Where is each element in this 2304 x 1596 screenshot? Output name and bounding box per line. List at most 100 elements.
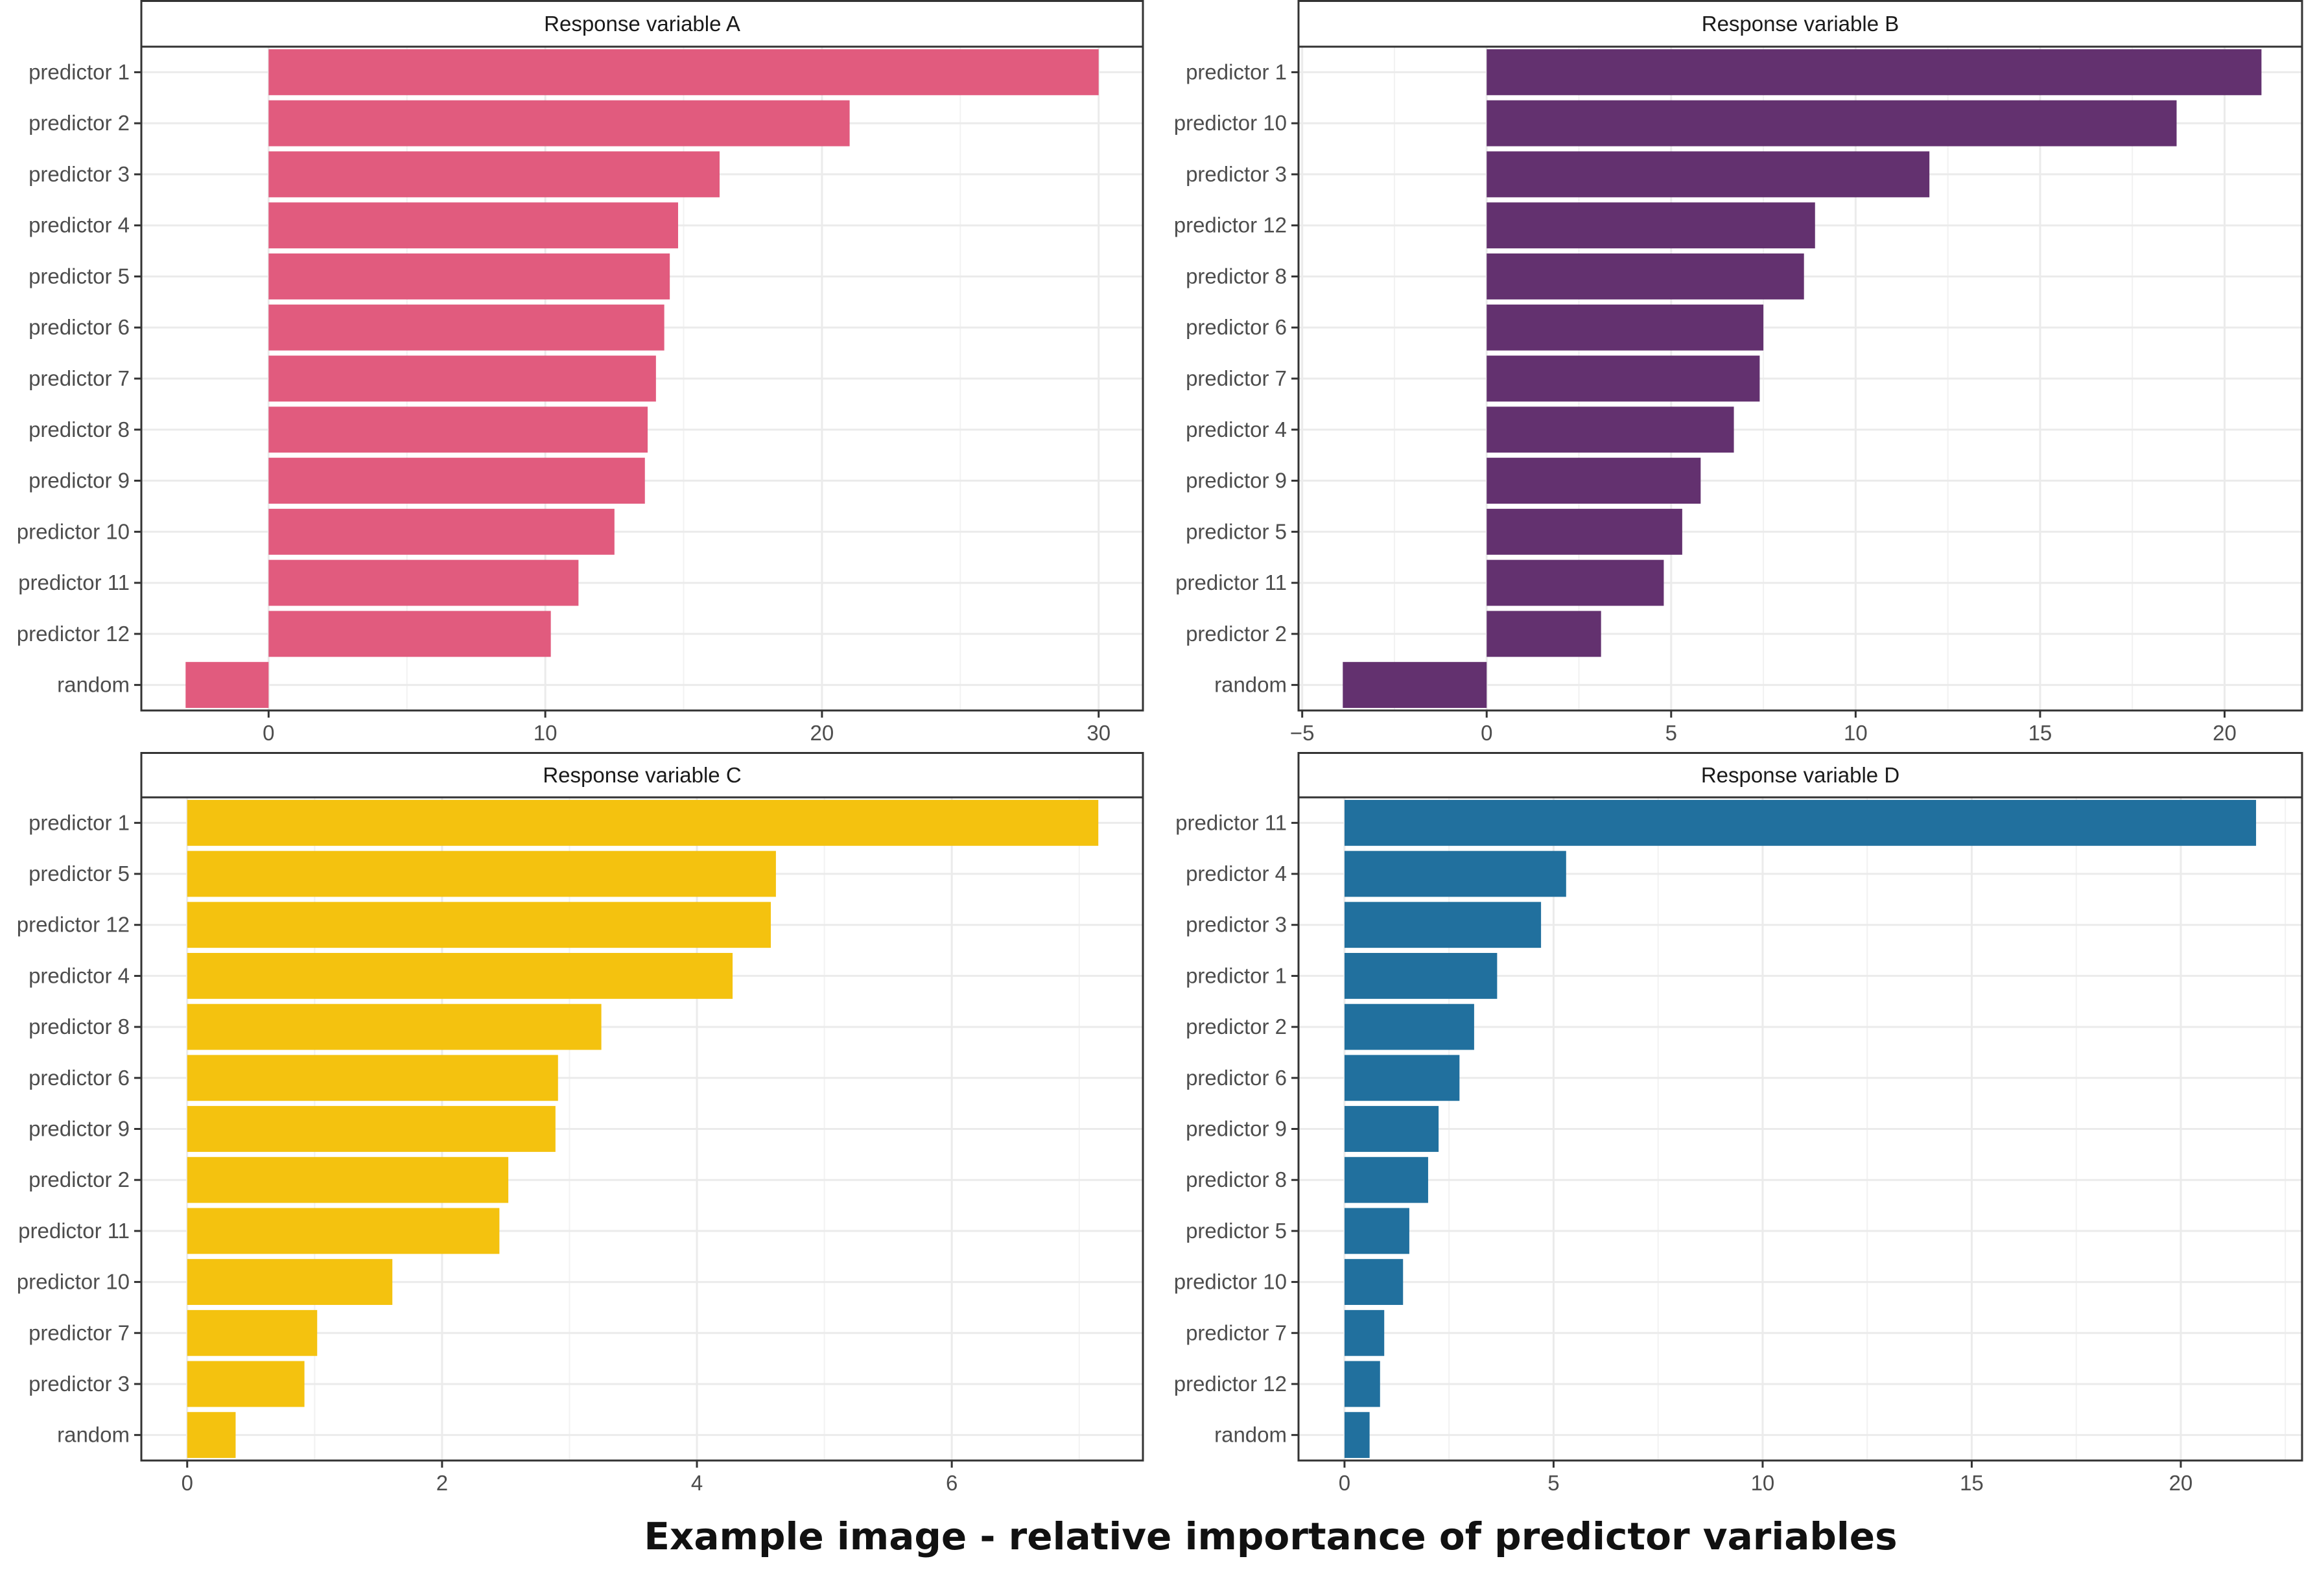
category-label: predictor 5 [29, 264, 130, 288]
category-label: predictor 2 [1186, 622, 1287, 646]
x-tick-label: 20 [2213, 721, 2237, 745]
x-tick-label: 20 [2169, 1471, 2193, 1495]
figure-caption: Example image - relative importance of p… [644, 1514, 1897, 1558]
bar [1344, 1208, 1409, 1254]
bar [268, 458, 645, 504]
bar [1344, 1106, 1439, 1152]
bar [1487, 406, 1734, 453]
bar [1344, 799, 2257, 846]
facet-title: Response variable D [1701, 763, 1899, 787]
x-tick-label: 0 [263, 721, 274, 745]
bar [1487, 559, 1664, 606]
category-label: predictor 3 [1186, 913, 1287, 937]
category-label: predictor 10 [17, 519, 130, 543]
category-label: predictor 12 [17, 913, 130, 937]
bar [268, 253, 670, 299]
facet-panel: Response variable A predictor 1 predictor … [17, 0, 1144, 745]
bar [187, 1259, 393, 1305]
category-label: predictor 4 [1186, 417, 1287, 441]
bar [1487, 458, 1701, 504]
bar [1344, 1412, 1370, 1459]
category-label: predictor 11 [18, 1219, 130, 1243]
category-label: predictor 6 [1186, 315, 1287, 339]
category-label: predictor 11 [1175, 570, 1287, 594]
facet-title: Response variable A [544, 12, 740, 36]
x-tick-label: 2 [436, 1471, 448, 1495]
bar [1344, 1259, 1404, 1305]
category-label: predictor 4 [1186, 862, 1287, 886]
bar [1487, 611, 1601, 657]
category-label: predictor 1 [1186, 963, 1287, 987]
facet-strip [1297, 752, 2303, 799]
category-label: predictor 7 [1186, 366, 1287, 390]
bar [187, 1208, 500, 1254]
bar [1344, 851, 1566, 897]
facet-panel: Response variable B predictor 1 predictor … [1174, 0, 2303, 745]
x-tick-label: 0 [1481, 721, 1492, 745]
category-label: predictor 12 [17, 622, 130, 646]
bar [187, 1361, 305, 1407]
bar [1344, 1003, 1474, 1050]
bar [187, 1309, 318, 1356]
category-label: random [1214, 1423, 1287, 1447]
bar [268, 559, 579, 606]
x-tick-label: 6 [946, 1471, 958, 1495]
facet-panel: Response variable C predictor 1 predictor … [17, 752, 1144, 1495]
bar [268, 151, 720, 198]
category-label: predictor 9 [29, 1117, 130, 1141]
x-tick-label: 30 [1087, 721, 1111, 745]
bar [1487, 100, 2177, 147]
x-tick-label: 4 [691, 1471, 703, 1495]
category-label: predictor 6 [29, 315, 130, 339]
bar [1487, 355, 1760, 402]
category-label: predictor 11 [1175, 810, 1287, 834]
category-label: predictor 1 [1186, 60, 1287, 84]
bar [268, 611, 551, 657]
category-label: predictor 9 [29, 469, 130, 493]
category-label: predictor 7 [29, 366, 130, 390]
category-label: predictor 10 [1174, 1270, 1287, 1294]
category-label: predictor 2 [29, 1168, 130, 1191]
category-label: predictor 1 [29, 810, 130, 834]
category-label: predictor 1 [29, 60, 130, 84]
bar [1487, 202, 1815, 249]
x-tick-label: 5 [1547, 1471, 1559, 1495]
bar [1344, 1055, 1460, 1101]
category-label: predictor 7 [1186, 1320, 1287, 1344]
category-label: predictor 12 [1174, 1372, 1287, 1396]
category-label: random [57, 673, 130, 697]
category-label: random [1214, 673, 1287, 697]
bar [268, 49, 1099, 95]
bar [187, 902, 771, 948]
bar [187, 1412, 236, 1459]
category-label: predictor 5 [29, 862, 130, 886]
category-label: predictor 3 [29, 162, 130, 186]
bar [1344, 902, 1542, 948]
category-label: predictor 11 [18, 570, 130, 594]
category-label: predictor 8 [29, 1015, 130, 1039]
bar [268, 202, 678, 249]
x-tick-label: 5 [1665, 721, 1677, 745]
bar [187, 953, 733, 999]
x-tick-label: 10 [534, 721, 558, 745]
x-tick-label: 10 [1844, 721, 1868, 745]
bar [1487, 508, 1682, 555]
bar [1344, 953, 1498, 999]
bar [187, 1003, 602, 1050]
category-label: predictor 3 [29, 1372, 130, 1396]
category-label: predictor 8 [1186, 1168, 1287, 1191]
facet-strip [1297, 0, 2303, 48]
facet-panels: Response variable A predictor 1 predictor … [17, 0, 2303, 1495]
category-label: predictor 2 [29, 111, 130, 135]
bar [1343, 662, 1487, 709]
category-label: predictor 4 [29, 213, 130, 237]
category-label: predictor 3 [1186, 162, 1287, 186]
category-label: predictor 2 [1186, 1015, 1287, 1039]
category-label: predictor 4 [29, 963, 130, 987]
bar [268, 406, 648, 453]
category-label: predictor 6 [29, 1066, 130, 1090]
category-label: predictor 10 [17, 1270, 130, 1294]
bar [268, 355, 656, 402]
category-label: predictor 9 [1186, 1117, 1287, 1141]
bar [268, 508, 615, 555]
